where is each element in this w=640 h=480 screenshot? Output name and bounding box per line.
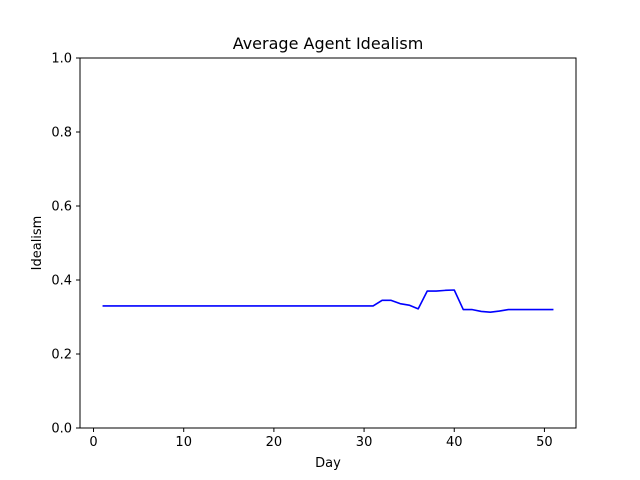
x-axis-label: Day bbox=[315, 456, 341, 471]
x-tick-label: 30 bbox=[356, 435, 373, 450]
series-line bbox=[102, 289, 554, 313]
x-tick-label: 10 bbox=[175, 435, 192, 450]
x-tick-label: 50 bbox=[536, 435, 553, 450]
plot-area bbox=[79, 57, 577, 429]
y-tick-label: 1.0 bbox=[51, 52, 72, 67]
x-tick-label: 20 bbox=[266, 435, 283, 450]
x-axis: 0 10 20 30 40 50 bbox=[89, 428, 553, 450]
y-tick-label: 0.0 bbox=[51, 422, 72, 437]
y-tick-label: 0.8 bbox=[51, 126, 72, 141]
chart-title: Average Agent Idealism bbox=[233, 34, 424, 53]
y-tick-label: 0.6 bbox=[51, 200, 72, 215]
y-tick-label: 0.2 bbox=[51, 348, 72, 363]
y-axis: 0.0 0.2 0.4 0.6 0.8 1.0 bbox=[51, 52, 80, 437]
x-tick-label: 40 bbox=[446, 435, 463, 450]
y-tick-label: 0.4 bbox=[51, 274, 72, 289]
x-tick-label: 0 bbox=[89, 435, 97, 450]
y-axis-label: Idealism bbox=[30, 216, 45, 271]
